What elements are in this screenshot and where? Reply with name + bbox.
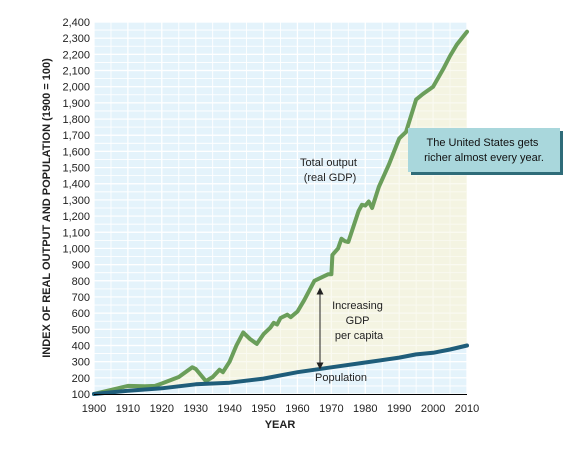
y-tick-label: 1,200 <box>62 211 90 223</box>
x-tick-label: 1940 <box>217 403 241 415</box>
y-tick-label: 1,900 <box>62 98 90 110</box>
y-tick-label: 200 <box>72 373 90 385</box>
y-tick-label: 1,300 <box>62 195 90 207</box>
y-tick-label: 600 <box>72 308 90 320</box>
y-tick-label: 2,200 <box>62 49 90 61</box>
y-tick-label: 1,000 <box>62 243 90 255</box>
x-tick-label: 1970 <box>319 403 343 415</box>
gdp-per-capita-shaded-area <box>94 31 467 394</box>
y-tick-label: 800 <box>72 276 90 288</box>
y-tick-label: 400 <box>72 340 90 352</box>
y-tick-label: 1,400 <box>62 179 90 191</box>
population-line <box>92 343 469 396</box>
x-tick-label: 1910 <box>116 403 140 415</box>
total-output-label: Total output (real GDP) <box>300 157 360 184</box>
callout-box: The United States gets richer almost eve… <box>408 128 563 175</box>
callout-background <box>408 128 560 172</box>
population-label: Population <box>315 372 367 384</box>
x-tick-label: 1980 <box>353 403 377 415</box>
y-tick-label: 300 <box>72 357 90 369</box>
x-tick-label: 1950 <box>251 403 275 415</box>
y-tick-label: 2,000 <box>62 82 90 94</box>
y-axis-ticks: 100 200 300 400 500 600 700 800 900 1,000 1,100 1,2… <box>62 17 90 401</box>
y-tick-label: 2,400 <box>62 17 90 29</box>
y-tick-label: 1,100 <box>62 227 90 239</box>
y-tick-label: 500 <box>72 324 90 336</box>
x-tick-label: 1900 <box>82 403 106 415</box>
x-tick-label: 1960 <box>285 403 309 415</box>
total-output-line <box>92 29 469 396</box>
x-tick-label: 1930 <box>183 403 207 415</box>
y-tick-label: 1,700 <box>62 130 90 142</box>
x-tick-label: 1920 <box>150 403 174 415</box>
x-tick-label: 2000 <box>421 403 445 415</box>
y-axis-title: INDEX OF REAL OUTPUT AND POPULATION (190… <box>41 58 53 358</box>
x-tick-label: 2010 <box>455 403 479 415</box>
y-tick-label: 1,600 <box>62 146 90 158</box>
y-tick-label: 900 <box>72 260 90 272</box>
y-tick-label: 700 <box>72 292 90 304</box>
callout-text: The United States gets richer almost eve… <box>424 137 544 164</box>
x-axis-ticks: 1900 1910 1920 1930 1940 1950 1960 1970 1980 1990… <box>82 403 479 415</box>
gdp-per-capita-label: Increasing GDP per capita <box>332 300 386 342</box>
x-axis-title: YEAR <box>265 419 296 431</box>
y-tick-label: 2,100 <box>62 66 90 78</box>
x-tick-label: 1990 <box>387 403 411 415</box>
y-tick-label: 100 <box>72 389 90 401</box>
y-tick-label: 1,500 <box>62 163 90 175</box>
y-tick-label: 1,800 <box>62 114 90 126</box>
y-tick-label: 2,300 <box>62 33 90 45</box>
